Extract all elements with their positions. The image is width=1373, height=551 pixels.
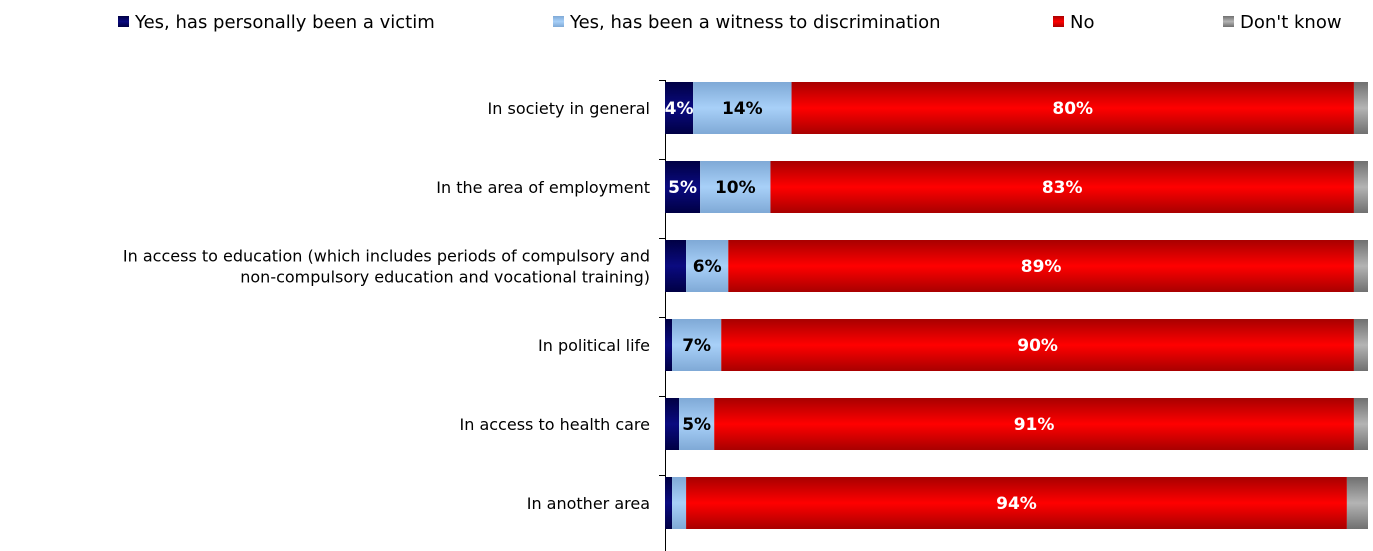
bar-segment-don-t-know xyxy=(1353,82,1368,134)
bar-segment-don-t-know xyxy=(1353,161,1368,213)
bar-segment-yes-has-been-a-witness-to-discrimination xyxy=(679,398,715,450)
bar-segment-yes-has-personally-been-a-victim xyxy=(665,240,687,292)
legend-swatch-no xyxy=(1053,16,1064,27)
legend-label-no: No xyxy=(1070,12,1094,33)
data-label: 14% xyxy=(722,99,763,119)
bar-segment-no xyxy=(714,398,1354,450)
category-label: In access to health care xyxy=(460,415,651,434)
bar-segment-yes-has-been-a-witness-to-discrimination xyxy=(672,319,722,371)
bar-segment-don-t-know xyxy=(1346,477,1368,529)
data-label: 4% xyxy=(665,99,694,119)
category-label-line: In political life xyxy=(538,336,650,355)
bar-segment-no xyxy=(770,161,1354,213)
category-label-line: non-compulsory education and vocational … xyxy=(240,268,650,287)
bar-segment-no xyxy=(721,319,1354,371)
bar-segment-yes-has-been-a-witness-to-discrimination xyxy=(672,477,687,529)
data-label: 5% xyxy=(668,178,697,198)
legend-label-don-t-know: Don't know xyxy=(1240,12,1342,33)
bar-segment-yes-has-been-a-witness-to-discrimination xyxy=(686,240,729,292)
category-label: In political life xyxy=(538,336,650,355)
data-label: 83% xyxy=(1042,178,1083,198)
data-label: 5% xyxy=(682,415,711,435)
bars xyxy=(665,82,1368,529)
bar-segment-yes-has-personally-been-a-victim xyxy=(665,161,701,213)
category-label: In access to education (which includes p… xyxy=(123,247,650,287)
category-label: In another area xyxy=(527,494,650,513)
bar-segment-no xyxy=(728,240,1354,292)
legend-label-yes-has-personally-been-a-victim: Yes, has personally been a victim xyxy=(134,12,435,33)
bar-segment-yes-has-personally-been-a-victim xyxy=(665,82,694,134)
bar-segment-don-t-know xyxy=(1353,240,1368,292)
category-label: In the area of employment xyxy=(436,178,650,197)
legend-swatch-yes-has-been-a-witness-to-discrimination xyxy=(553,16,564,27)
category-axis: In society in general In the area of empl… xyxy=(123,80,666,551)
category-label-line: In another area xyxy=(527,494,650,513)
category-label-line: In society in general xyxy=(488,99,650,118)
bar-segment-yes-has-personally-been-a-victim xyxy=(665,319,673,371)
category-label-line: In access to education (which includes p… xyxy=(123,247,650,266)
data-label: 89% xyxy=(1021,257,1062,277)
data-labels: 4% 14% 80% 5% 10% 83% 6% 89% 7% 90% 5% 91% 94% xyxy=(665,99,1093,514)
data-label: 10% xyxy=(715,178,756,198)
data-label: 80% xyxy=(1052,99,1093,119)
bar-segment-don-t-know xyxy=(1353,319,1368,371)
legend-swatch-don-t-know xyxy=(1223,16,1234,27)
bar-segment-yes-has-been-a-witness-to-discrimination xyxy=(700,161,771,213)
category-label: In society in general xyxy=(488,99,650,118)
bar-segment-yes-has-personally-been-a-victim xyxy=(665,477,673,529)
data-label: 90% xyxy=(1017,336,1058,356)
category-label-line: In access to health care xyxy=(460,415,651,434)
data-label: 94% xyxy=(996,494,1037,514)
legend-swatch-yes-has-personally-been-a-victim xyxy=(118,16,129,27)
bar-segment-yes-has-personally-been-a-victim xyxy=(665,398,680,450)
data-label: 6% xyxy=(693,257,722,277)
bar-segment-don-t-know xyxy=(1353,398,1368,450)
data-label: 91% xyxy=(1014,415,1055,435)
bar-segment-no xyxy=(791,82,1354,134)
legend-label-yes-has-been-a-witness-to-discrimination: Yes, has been a witness to discriminatio… xyxy=(569,12,941,33)
bar-segment-yes-has-been-a-witness-to-discrimination xyxy=(693,82,792,134)
legend: Yes, has personally been a victim Yes, ha… xyxy=(118,12,1342,33)
data-label: 7% xyxy=(682,336,711,356)
category-label-line: In the area of employment xyxy=(436,178,650,197)
bar-segment-no xyxy=(686,477,1347,529)
